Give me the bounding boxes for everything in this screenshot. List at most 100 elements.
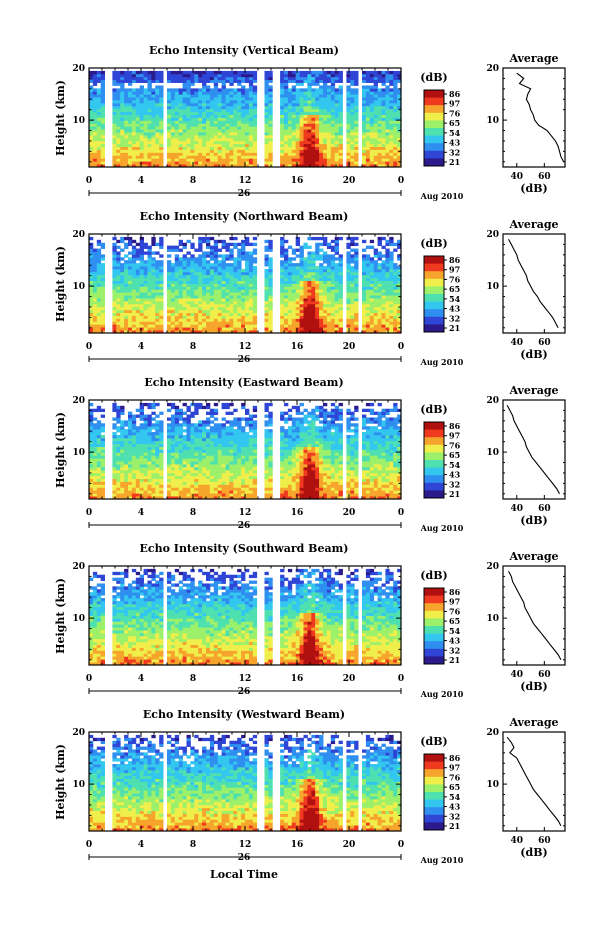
profile-y-tick-label: 10 xyxy=(486,448,499,458)
colorbar-tick-label: 43 xyxy=(449,138,461,148)
colorbar-segment xyxy=(424,792,444,800)
colorbar-tick-label: 97 xyxy=(449,597,460,607)
colorbar-tick-label: 43 xyxy=(449,802,461,812)
date-label: Aug 2010 xyxy=(420,523,464,533)
average-profile: Average 40 60 20 10 (dB) xyxy=(486,550,566,693)
profile-x-label: (dB) xyxy=(520,846,547,859)
colorbar-tick-label: 76 xyxy=(449,606,461,616)
colorbar-segment xyxy=(424,452,444,461)
profile-line xyxy=(508,238,559,329)
average-profile: Average 40 60 20 10 (dB) xyxy=(486,384,566,527)
time-tick-label: 16 xyxy=(291,342,304,352)
time-tick-label: 16 xyxy=(291,840,304,850)
profile-x-tick-label: 40 xyxy=(511,836,524,846)
colorbar-tick-label: 65 xyxy=(449,284,460,294)
colorbar-segment xyxy=(424,437,444,446)
profile-x-label: (dB) xyxy=(520,514,547,527)
colorbar-tick-label: 32 xyxy=(449,811,460,821)
colorbar-segment xyxy=(424,143,444,152)
height-tick-label: 10 xyxy=(72,780,85,790)
colorbar-tick-label: 97 xyxy=(449,763,460,773)
height-axis-label: Height (km) xyxy=(54,744,67,820)
colorbar-frame xyxy=(423,587,445,665)
profile-x-tick-label: 60 xyxy=(538,338,551,348)
profile-title: Average xyxy=(508,384,558,397)
colorbar-segment xyxy=(424,158,444,167)
height-tick-label: 10 xyxy=(72,614,85,624)
profile-frame xyxy=(502,399,566,500)
time-tick-label: 20 xyxy=(343,176,356,186)
colorbar-tick-label: 54 xyxy=(449,626,461,636)
colorbar-unit: (dB) xyxy=(420,569,447,582)
colorbar-segment xyxy=(424,588,444,596)
time-tick-label: 12 xyxy=(239,342,252,352)
average-profile: Average 40 60 20 10 (dB) xyxy=(486,716,566,859)
colorbar-frame xyxy=(423,255,445,333)
time-tick-label: 12 xyxy=(239,508,252,518)
colorbar-segment xyxy=(424,309,444,318)
colorbar-unit: (dB) xyxy=(420,71,447,84)
time-tick-label: 16 xyxy=(291,508,304,518)
colorbar-tick-label: 21 xyxy=(449,157,460,167)
colorbar-tick-label: 65 xyxy=(449,616,460,626)
panel-title: Echo Intensity (Eastward Beam) xyxy=(144,376,343,389)
colorbar-segment xyxy=(424,633,444,642)
heatmap-area xyxy=(89,402,402,500)
colorbar-segment xyxy=(424,286,444,295)
time-tick-label: 8 xyxy=(190,674,196,684)
time-tick-label: 4 xyxy=(138,342,144,352)
colorbar-tick-label: 97 xyxy=(449,265,460,275)
time-tick-label: 0 xyxy=(398,342,404,352)
colorbar-segment xyxy=(424,467,444,476)
profile-x-tick-label: 60 xyxy=(538,670,551,680)
time-tick-label: 20 xyxy=(343,508,356,518)
colorbar-segment xyxy=(424,814,444,823)
colorbar-tick-label: 65 xyxy=(449,450,460,460)
profile-x-tick-label: 40 xyxy=(511,172,524,182)
colorbar-segment xyxy=(424,799,444,808)
profile-title: Average xyxy=(508,218,558,231)
heatmap-area xyxy=(89,236,402,334)
time-tick-label: 12 xyxy=(239,840,252,850)
colorbar-segment xyxy=(424,656,444,665)
colorbar-tick-label: 65 xyxy=(449,118,460,128)
height-tick-label: 20 xyxy=(72,728,85,738)
colorbar-tick-label: 21 xyxy=(449,655,460,665)
panel-title: Echo Intensity (Southward Beam) xyxy=(140,542,349,555)
profile-x-label: (dB) xyxy=(520,348,547,361)
time-tick-label: 0 xyxy=(398,674,404,684)
profile-x-tick-label: 40 xyxy=(511,338,524,348)
height-axis-label: Height (km) xyxy=(54,246,67,322)
height-tick-label: 20 xyxy=(72,562,85,572)
colorbar-tick-label: 54 xyxy=(449,460,461,470)
colorbar-segment xyxy=(424,90,444,98)
height-tick-label: 10 xyxy=(72,448,85,458)
colorbar-segment xyxy=(424,761,444,770)
colorbar-segment xyxy=(424,271,444,280)
profile-line xyxy=(506,736,562,827)
colorbar-tick-label: 43 xyxy=(449,636,461,646)
colorbar-segment xyxy=(424,807,444,816)
time-tick-label: 20 xyxy=(343,840,356,850)
height-tick-label: 10 xyxy=(72,116,85,126)
profile-y-tick-label: 20 xyxy=(486,728,499,738)
profile-x-tick-label: 40 xyxy=(511,504,524,514)
colorbar-segment xyxy=(424,460,444,468)
colorbar-segment xyxy=(424,595,444,604)
profile-x-label: (dB) xyxy=(520,680,547,693)
profile-x-label: (dB) xyxy=(520,182,547,195)
time-tick-label: 16 xyxy=(291,176,304,186)
colorbar-tick-label: 32 xyxy=(449,479,460,489)
time-tick-label: 8 xyxy=(190,508,196,518)
colorbar-segment xyxy=(424,294,444,302)
panel-3: Echo Intensity (Southward Beam) 0 4 8 12 16 20… xyxy=(54,542,566,699)
colorbar-tick-label: 76 xyxy=(449,108,461,118)
colorbar-tick-label: 65 xyxy=(449,782,460,792)
colorbar-segment xyxy=(424,150,444,159)
colorbar-tick-label: 86 xyxy=(449,587,461,597)
profile-y-tick-label: 10 xyxy=(486,116,499,126)
time-tick-label: 4 xyxy=(138,508,144,518)
colorbar-segment xyxy=(424,490,444,499)
